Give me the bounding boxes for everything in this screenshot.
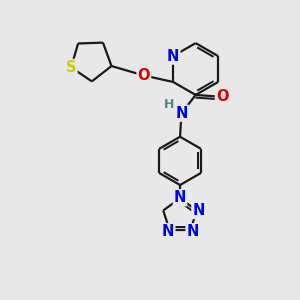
Text: O: O: [216, 89, 228, 104]
Text: N: N: [167, 49, 179, 64]
Text: N: N: [192, 203, 205, 218]
Text: N: N: [162, 224, 174, 239]
Text: N: N: [175, 106, 188, 121]
Text: O: O: [138, 68, 150, 83]
Text: S: S: [66, 60, 76, 75]
Text: N: N: [187, 224, 199, 239]
Text: H: H: [164, 98, 174, 111]
Text: N: N: [174, 190, 186, 205]
